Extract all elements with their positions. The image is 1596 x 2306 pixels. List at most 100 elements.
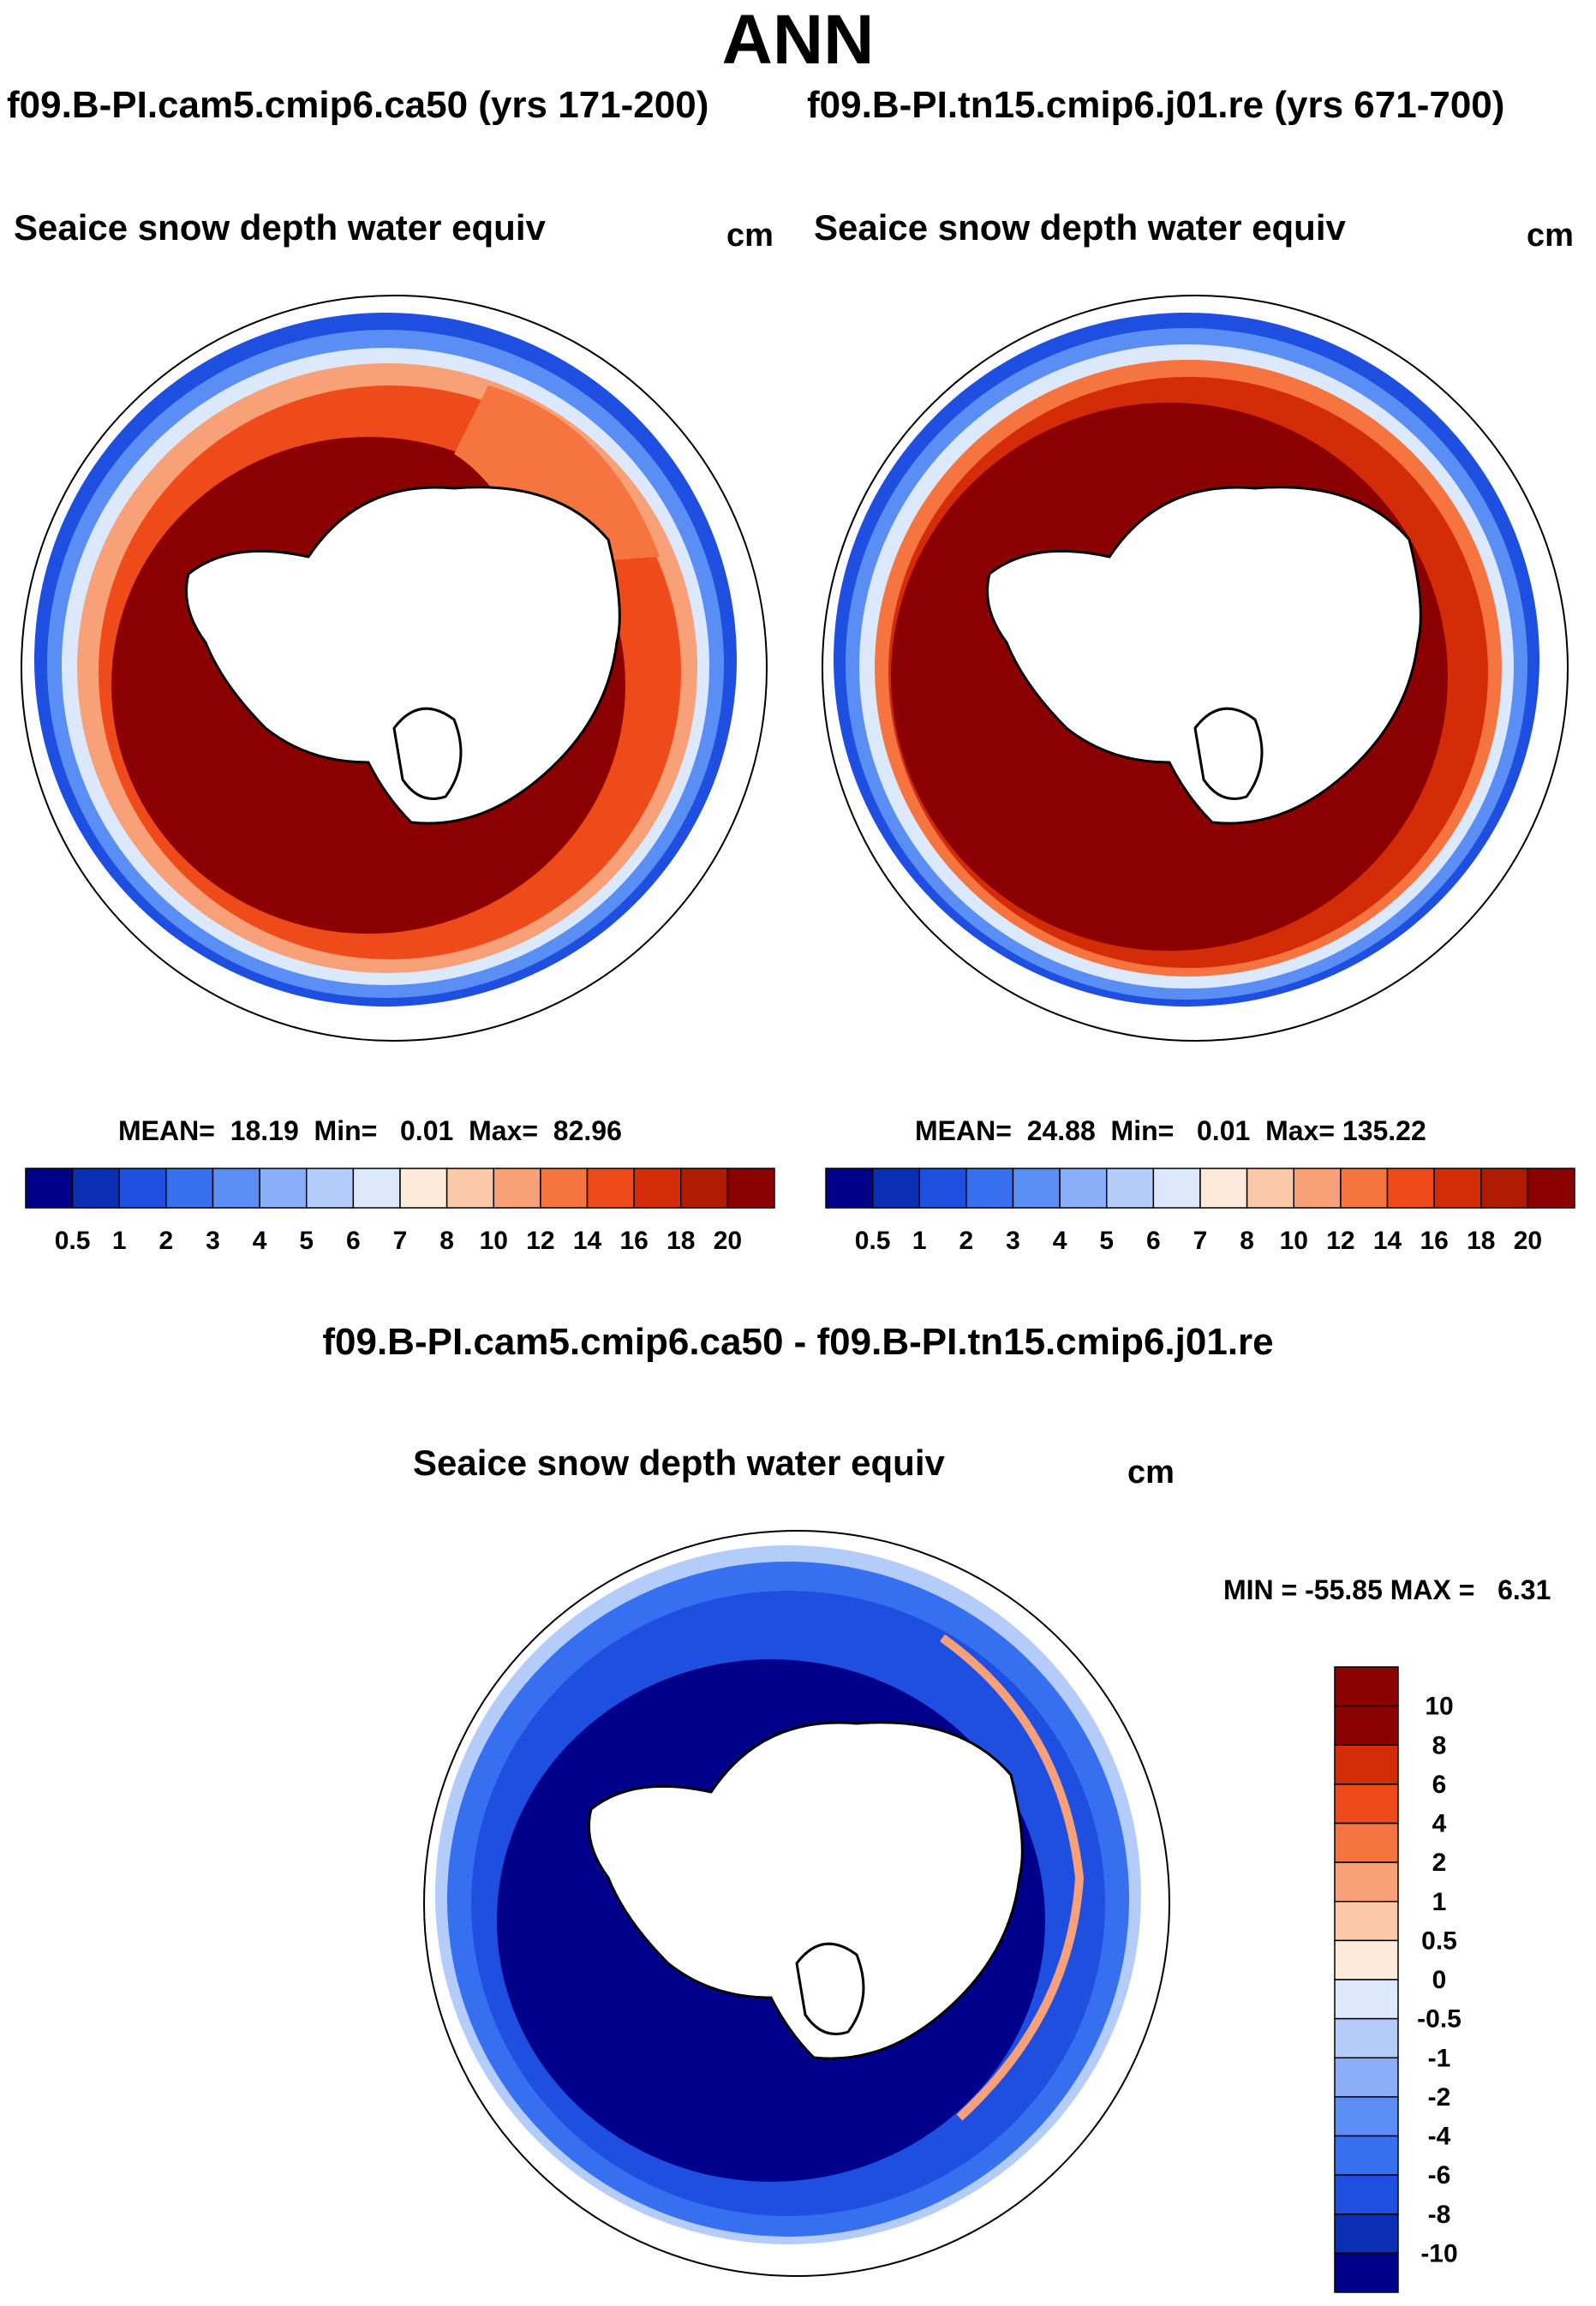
panel3-colorbar-swatch	[1334, 2057, 1399, 2098]
panel2-colorbar-tick-label: 1	[912, 1227, 927, 1255]
panel2-min-value: 0.01	[1197, 1115, 1251, 1146]
panel3-colorbar-swatch	[1334, 2252, 1399, 2293]
case-a-header: f09.B-PI.cam5.cmip6.ca50 (yrs 171-200)	[7, 84, 709, 126]
panel2-mean-label: MEAN=	[915, 1115, 1012, 1146]
panel2-colorbar-swatch	[1433, 1168, 1482, 1209]
panel1-units: cm	[726, 218, 774, 254]
panel2-colorbar-swatch	[1386, 1168, 1435, 1209]
panel3-colorbar-tick-label: 2	[1432, 1849, 1447, 1877]
panel1-weddell-band	[454, 385, 660, 565]
panel2-colorbar: 0.5 1 2 3 4 5 6 7 8 10 12 14 16 18 20	[825, 1168, 1575, 1255]
panel3-colorbar-tick-label: 8	[1432, 1731, 1447, 1759]
panel3-colorbar-swatch	[1334, 1861, 1399, 1903]
panel1-colorbar-swatch	[493, 1168, 541, 1209]
panel3-colorbar-swatch	[1334, 1783, 1399, 1825]
panel3-units: cm	[1127, 1455, 1175, 1491]
panel3-colorbar-swatch	[1334, 1939, 1399, 1980]
panel1-max-value: 82.96	[553, 1115, 622, 1146]
panel1-ross-shelf	[392, 707, 463, 800]
panel2-colorbar-tick-label: 5	[1099, 1227, 1114, 1255]
season-title: ANN	[721, 1, 875, 79]
panel1-colorbar-tick-label: 12	[526, 1227, 554, 1255]
panel3-colorbar-tick-label: -4	[1428, 2123, 1451, 2151]
panel3-stats: MIN = -55.85 MAX = 6.31	[1223, 1574, 1551, 1606]
panel2-colorbar-swatch	[918, 1168, 967, 1209]
panel2-colorbar-tick-label: 2	[959, 1227, 974, 1255]
panel2-colorbar-tick-label: 18	[1467, 1227, 1495, 1255]
panel2-colorbar-swatch	[1199, 1168, 1248, 1209]
panel3-colorbar-swatch	[1334, 1979, 1399, 2020]
panel1-colorbar-tick-label: 18	[666, 1227, 695, 1255]
panel1-colorbar-swatch	[445, 1168, 494, 1209]
panel3-colorbar-tick-label: 10	[1425, 1693, 1453, 1721]
panel2-colorbar-swatch	[1246, 1168, 1294, 1209]
panel2-colorbar-tick-label: 4	[1053, 1227, 1067, 1255]
panel3-colorbar-swatch	[1334, 1666, 1399, 1707]
case-b-header: f09.B-PI.tn15.cmip6.j01.re (yrs 671-700)	[807, 84, 1505, 126]
panel3-colorbar-tick-label: 1	[1432, 1888, 1447, 1916]
panel3-colorbar-tick-label: 4	[1432, 1810, 1447, 1838]
panel1-colorbar-tick-label: 14	[573, 1227, 602, 1255]
panel1-max-label: Max=	[469, 1115, 538, 1146]
panel2-colorbar-tick-label: 12	[1326, 1227, 1354, 1255]
panel1-mean-value: 18.19	[230, 1115, 299, 1146]
panel3-colorbar-swatch	[1334, 2174, 1399, 2215]
panel3-colorbar-swatch	[1334, 1705, 1399, 1746]
panel2-colorbar-swatch	[1340, 1168, 1389, 1209]
panel1-colorbar-tick-label: 10	[480, 1227, 508, 1255]
panel3-colorbar-swatch	[1334, 2017, 1399, 2058]
panel2-stats: MEAN= 24.88 Min= 0.01 Max= 135.22	[915, 1115, 1426, 1147]
panel1-colorbar-swatch	[586, 1168, 635, 1209]
panel2-title: Seaice snow depth water equiv	[814, 207, 1346, 248]
panel1-colorbar-tick-label: 3	[206, 1227, 220, 1255]
panel2-colorbar-swatch	[1012, 1168, 1061, 1209]
panel3-colorbar-swatch	[1334, 1822, 1399, 1863]
panel1-colorbar-swatch	[633, 1168, 682, 1209]
panel1-colorbar-tick-label: 0.5	[55, 1227, 91, 1255]
panel1-colorbar-swatch	[25, 1168, 74, 1209]
panel1-colorbar-swatch	[165, 1168, 214, 1209]
panel3-colorbar-tick-label: -6	[1428, 2161, 1451, 2190]
panel3-colorbar-swatch	[1334, 1744, 1399, 1785]
panel2-colorbar-tick-label: 0.5	[855, 1227, 891, 1255]
panel2-units: cm	[1527, 218, 1574, 254]
panel3-ross-shelf	[795, 1942, 865, 2035]
panel3-map	[423, 1530, 1170, 2277]
panel1-colorbar-tick-label: 5	[299, 1227, 314, 1255]
panel3-min-label: MIN =	[1223, 1574, 1298, 1605]
panel2-colorbar-tick-label: 6	[1146, 1227, 1161, 1255]
panel1-colorbar-tick-label: 6	[346, 1227, 361, 1255]
panel3-colorbar-swatch	[1334, 2096, 1399, 2137]
panel1-mean-label: MEAN=	[118, 1115, 215, 1146]
panel1-colorbar-swatch	[259, 1168, 308, 1209]
panel3-max-label: MAX =	[1390, 1574, 1475, 1605]
panel1-antarctica	[185, 486, 621, 825]
panel1-colorbar-tick-label: 7	[393, 1227, 408, 1255]
panel1-colorbar-tick-label: 8	[439, 1227, 454, 1255]
panel2-map	[822, 295, 1569, 1042]
panel3-min-value: -55.85	[1305, 1574, 1383, 1605]
panel3-colorbar-tick-label: -10	[1420, 2239, 1457, 2267]
panel1-min-label: Min=	[314, 1115, 378, 1146]
panel1-map	[21, 295, 768, 1042]
panel3-max-value: 6.31	[1497, 1574, 1551, 1605]
panel2-colorbar-swatch	[1106, 1168, 1155, 1209]
panel3-positive-band	[940, 1634, 1085, 2121]
panel3-colorbar-tick-label: 0	[1432, 1966, 1447, 1994]
panel1-colorbar-tick-label: 2	[159, 1227, 174, 1255]
panel1-colorbar-swatch	[71, 1168, 120, 1209]
panel2-max-value: 135.22	[1342, 1115, 1426, 1146]
panel3-colorbar-tick-label: -2	[1428, 2083, 1451, 2112]
panel2-ross-shelf	[1193, 707, 1264, 800]
panel1-colorbar-swatch	[540, 1168, 589, 1209]
panel1-colorbar-swatch	[680, 1168, 729, 1209]
panel2-colorbar-swatch	[1059, 1168, 1108, 1209]
panel1-stats: MEAN= 18.19 Min= 0.01 Max= 82.96	[118, 1115, 622, 1147]
panel1-colorbar-swatch	[306, 1168, 355, 1209]
panel2-colorbar-swatch	[965, 1168, 1014, 1209]
panel3-colorbar-swatch	[1334, 1901, 1399, 1942]
panel2-colorbar-tick-label: 3	[1006, 1227, 1020, 1255]
panel1-map-border	[21, 295, 768, 1042]
panel1-title: Seaice snow depth water equiv	[14, 207, 546, 248]
panel1-colorbar-swatch	[212, 1168, 260, 1209]
